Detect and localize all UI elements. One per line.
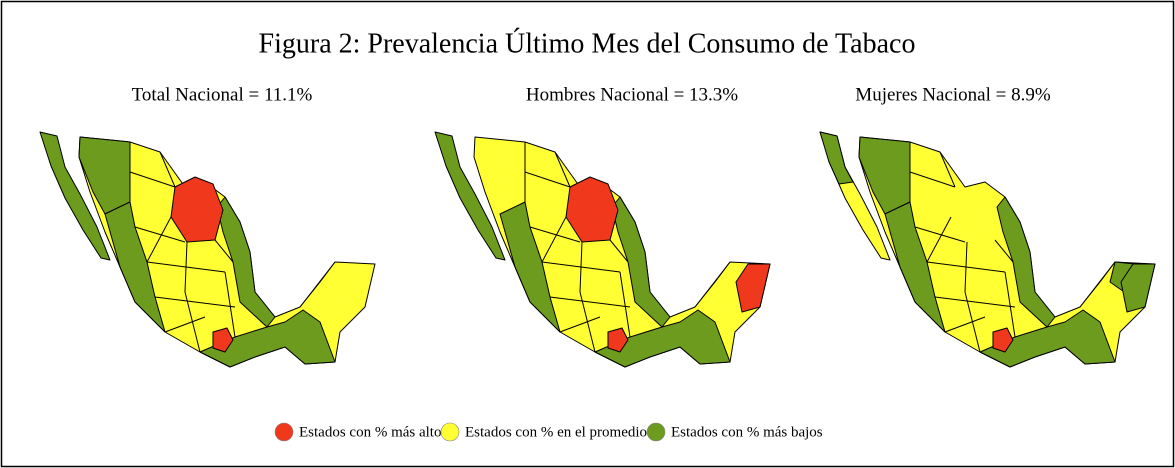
state-borders [524, 142, 731, 353]
figure-title: Figura 2: Prevalencia Último Mes del Con… [259, 28, 916, 59]
legend-label: Estados con % más bajos [671, 424, 823, 440]
legend-label: Estados con % más altos [299, 424, 447, 440]
map-title: Hombres Nacional = 13.3% [526, 84, 738, 105]
legend-swatch [646, 422, 666, 442]
state-region [170, 176, 224, 243]
state-region [594, 309, 731, 368]
state-region [39, 131, 111, 261]
state-region [992, 327, 1014, 353]
state-borders [129, 142, 336, 353]
map [434, 131, 771, 368]
legend-swatch [440, 422, 460, 442]
state-region [212, 327, 234, 353]
state-region [565, 176, 619, 243]
legend-label: Estados con % en el promedio [465, 424, 647, 440]
state-region [819, 131, 854, 185]
state-region [735, 263, 771, 313]
state-region [1120, 263, 1156, 313]
state-region [607, 327, 629, 353]
legend-swatch [274, 422, 294, 442]
map-title: Total Nacional = 11.1% [132, 84, 313, 105]
state-borders [909, 142, 1116, 353]
map [39, 131, 376, 368]
map-title: Mujeres Nacional = 8.9% [855, 84, 1051, 105]
state-region [979, 309, 1116, 368]
map [819, 131, 1156, 368]
state-region [199, 309, 336, 368]
state-region [434, 131, 506, 261]
